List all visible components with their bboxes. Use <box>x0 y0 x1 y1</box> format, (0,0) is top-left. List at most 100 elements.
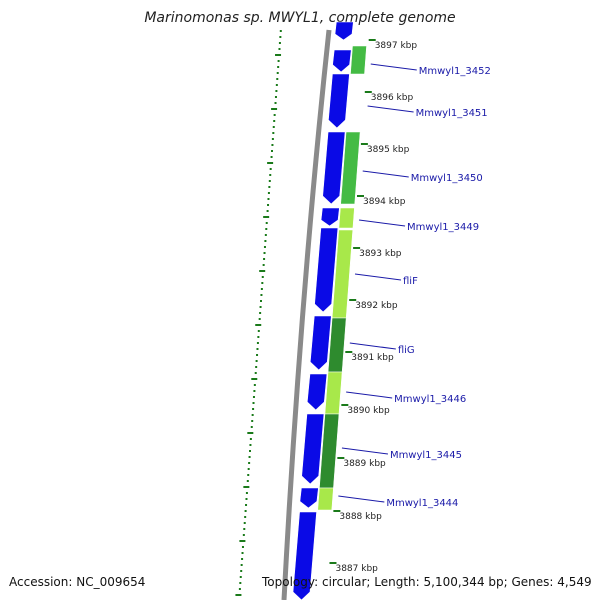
gene-arrow <box>334 21 354 41</box>
kbp-tick-label: 3887 kbp <box>335 564 378 574</box>
homology-block <box>317 487 334 511</box>
gc-dot <box>263 246 266 248</box>
gc-dot <box>254 372 257 374</box>
gc-dot <box>259 270 266 272</box>
gene-leader-line <box>354 273 402 281</box>
gc-dot <box>263 258 266 260</box>
gc-dot <box>269 174 272 176</box>
gene-leader-line <box>346 391 393 399</box>
gc-dot <box>256 342 259 344</box>
kbp-tick-label: 3889 kbp <box>343 459 386 469</box>
gc-dot <box>278 42 281 44</box>
accession-text: Accession: NC_009654 <box>9 575 146 589</box>
gc-dot <box>243 528 246 530</box>
gene-leader-line <box>338 495 385 503</box>
gene-arrow <box>320 207 340 227</box>
gene-arrow <box>322 131 346 205</box>
gc-dot <box>277 60 280 62</box>
gc-dot <box>273 114 276 116</box>
gc-dot <box>260 300 262 302</box>
gc-dot <box>275 84 278 86</box>
gene-label: Mmwyl1_3449 <box>407 222 479 233</box>
homology-track <box>317 45 367 511</box>
gc-dot <box>267 204 270 206</box>
gc-dot <box>252 408 255 410</box>
gc-dot <box>261 276 264 278</box>
gc-dot <box>244 510 247 512</box>
gc-dot <box>255 366 258 368</box>
gc-dot <box>261 282 264 284</box>
gene-arrow <box>309 315 332 371</box>
gc-dot <box>272 132 275 134</box>
gc-dot <box>250 426 253 428</box>
gc-dot <box>259 312 262 314</box>
gc-dot <box>251 420 254 422</box>
gene-track <box>292 21 354 600</box>
gc-dot <box>257 336 260 338</box>
gc-dot <box>272 126 275 128</box>
gene-leader-line <box>341 447 389 455</box>
gene-label: Mmwyl1_3444 <box>386 498 458 509</box>
kbp-scale: 3897 kbp 3896 kbp 3895 kbp 3894 kbp 3893 kbp… <box>329 39 417 574</box>
gc-dot <box>271 144 274 146</box>
gc-dot <box>276 78 279 80</box>
kbp-tick-label: 3896 kbp <box>371 93 414 103</box>
gc-dot <box>271 138 274 140</box>
gc-dot <box>264 240 267 242</box>
gc-dot <box>241 558 244 560</box>
gc-dot <box>241 552 244 554</box>
gene-label: Mmwyl1_3446 <box>394 394 466 405</box>
gc-dot <box>245 492 248 494</box>
kbp-tick-label: 3888 kbp <box>339 512 382 522</box>
gene-label: Mmwyl1_3451 <box>416 108 488 119</box>
gc-dot <box>260 294 263 296</box>
gc-dot <box>258 318 261 320</box>
gc-dot <box>259 306 262 308</box>
gc-dot <box>274 102 277 104</box>
gc-dot <box>246 480 249 482</box>
gc-dot <box>273 120 276 122</box>
gc-dot <box>263 216 270 218</box>
gc-dot <box>260 288 263 290</box>
kbp-tick-label: 3893 kbp <box>359 249 402 259</box>
gc-dot <box>253 384 256 386</box>
genome-summary-text: Topology: circular; Length: 5,100,344 bp… <box>262 575 592 589</box>
gc-dot <box>247 474 250 476</box>
gene-label: Mmwyl1_3445 <box>390 450 462 461</box>
gc-dot <box>243 486 250 488</box>
gc-dot <box>239 540 246 542</box>
gc-dot <box>267 162 274 164</box>
homology-block <box>338 207 355 229</box>
gc-dot <box>249 444 252 446</box>
gene-leader-line <box>358 219 406 227</box>
gc-dot <box>238 588 241 590</box>
gc-dot <box>235 594 242 596</box>
gene-label: fliF <box>403 276 418 287</box>
gc-dot <box>248 456 251 458</box>
gc-dot <box>266 210 269 212</box>
gene-labels: Mmwyl1_3452 Mmwyl1_3451 Mmwyl1_3450 Mmwyl1_… <box>338 63 491 509</box>
gc-dot <box>265 222 268 224</box>
gc-dot <box>255 360 258 362</box>
gc-dot <box>264 234 267 236</box>
kbp-tick-label: 3895 kbp <box>367 145 410 155</box>
gc-dot <box>256 348 259 350</box>
gc-dot <box>251 414 254 416</box>
gene-label: Mmwyl1_3452 <box>419 66 491 77</box>
gc-dot <box>239 582 242 584</box>
gene-label: fliG <box>398 345 415 356</box>
gc-dot <box>249 438 252 440</box>
gene-leader-line <box>370 63 417 71</box>
gc-dot <box>251 378 258 380</box>
gc-dot <box>244 516 247 518</box>
gc-dot <box>255 324 262 326</box>
gene-leader-line <box>367 105 414 113</box>
gc-dot <box>274 96 277 98</box>
gc-dot <box>275 54 282 56</box>
gc-dot <box>247 468 250 470</box>
gc-dot <box>253 390 256 392</box>
gc-dot <box>252 396 255 398</box>
gc-dot <box>275 90 278 92</box>
